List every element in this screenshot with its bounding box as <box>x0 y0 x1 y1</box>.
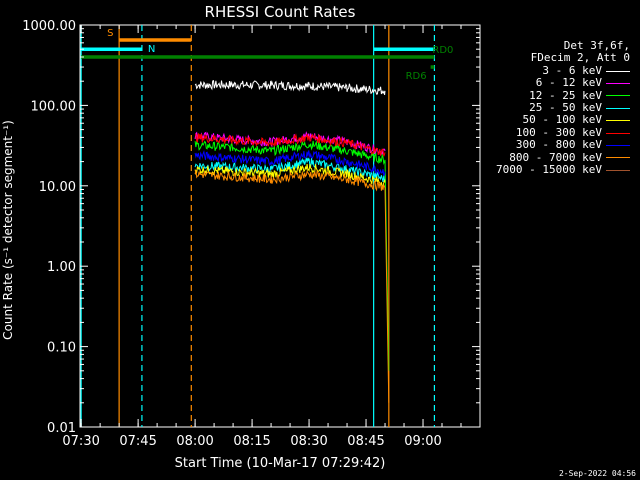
x-tick-label: 08:30 <box>290 434 327 449</box>
plot-frame <box>79 24 481 428</box>
legend-label: 100 - 300 keV <box>515 125 602 139</box>
legend-swatch <box>606 95 630 97</box>
x-tick-label: 07:45 <box>119 434 156 449</box>
legend-swatch <box>606 157 630 159</box>
series-line <box>194 80 386 96</box>
legend-swatch <box>606 107 630 109</box>
x-axis-label: Start Time (10-Mar-17 07:29:42) <box>175 456 386 471</box>
legend-label: 50 - 100 keV <box>522 113 602 127</box>
footer-date: 2-Sep-2022 04:56 <box>558 469 636 478</box>
flag-label: S <box>107 28 113 39</box>
legend-entry: 7000 - 15000 keV <box>496 163 630 177</box>
legend-entry: 800 - 7000 keV <box>496 150 630 164</box>
legend-label: 800 - 7000 keV <box>509 150 602 164</box>
y-tick-label: 0.10 <box>47 341 76 356</box>
x-tick-label: 08:15 <box>233 434 270 449</box>
legend-entry: 12 - 25 keV <box>496 88 630 102</box>
y-tick-label: 10.00 <box>39 180 76 195</box>
legend-swatch <box>606 120 630 122</box>
x-axis: 07:30 07:45 08:00 08:15 08:30 08:45 09:00 <box>62 25 481 449</box>
y-tick-label: 0.01 <box>47 421 76 436</box>
series-line <box>194 140 390 371</box>
y-axis-label: Count Rate (s⁻¹ detector segment⁻¹) <box>1 120 15 340</box>
chart-title: RHESSI Count Rates <box>205 3 356 21</box>
x-tick-label: 08:00 <box>176 434 213 449</box>
series-line <box>194 133 386 157</box>
legend-label: 300 - 800 keV <box>515 138 602 152</box>
flag-label: RD0 <box>432 45 453 56</box>
legend-swatch <box>606 144 630 146</box>
legend-label: 3 - 6 keV <box>542 63 602 77</box>
legend-entry: 50 - 100 keV <box>496 114 630 126</box>
legend-entry: 300 - 800 keV <box>496 138 630 152</box>
x-tick-label: 08:45 <box>347 434 384 449</box>
x-tick-label: 07:30 <box>62 434 99 449</box>
y-tick-label: 1000.00 <box>22 19 76 34</box>
flag-label: N <box>148 44 155 55</box>
legend-label: 6 - 12 keV <box>535 76 602 90</box>
legend-swatch <box>606 82 630 84</box>
legend-swatch <box>606 169 630 171</box>
series-line <box>194 169 390 403</box>
overlay-layer: S N RD0 RD6 <box>80 25 453 427</box>
legend-swatch <box>606 70 630 72</box>
legend-entry: 100 - 300 keV <box>496 125 630 139</box>
series-line <box>194 150 386 176</box>
legend-entry: 6 - 12 keV <box>496 76 630 90</box>
legend-header-line: Det 3f,6f, <box>563 39 630 52</box>
legend: Det 3f,6f, FDecim 2, Att 0 3 - 6 keV 6 - … <box>496 39 630 177</box>
series-layer <box>194 80 390 403</box>
flag-label: RD6 <box>406 71 427 82</box>
legend-entries: 3 - 6 keV 6 - 12 keV 12 - 25 keV 25 - 50 ke… <box>496 63 630 177</box>
y-tick-label: 1.00 <box>47 260 76 275</box>
legend-label: 25 - 50 keV <box>529 101 602 115</box>
y-axis: 0.01 0.10 1.00 10.00 100.00 1000.00 <box>22 19 480 436</box>
y-tick-label: 100.00 <box>31 99 77 114</box>
legend-header-line: FDecim 2, Att 0 <box>530 51 630 65</box>
legend-label: 12 - 25 keV <box>529 88 602 102</box>
legend-entry: 3 - 6 keV <box>496 63 630 77</box>
legend-label: 7000 - 15000 keV <box>496 163 602 177</box>
x-tick-label: 09:00 <box>404 434 441 449</box>
legend-swatch <box>606 132 630 134</box>
legend-entry: 25 - 50 keV <box>496 101 630 115</box>
